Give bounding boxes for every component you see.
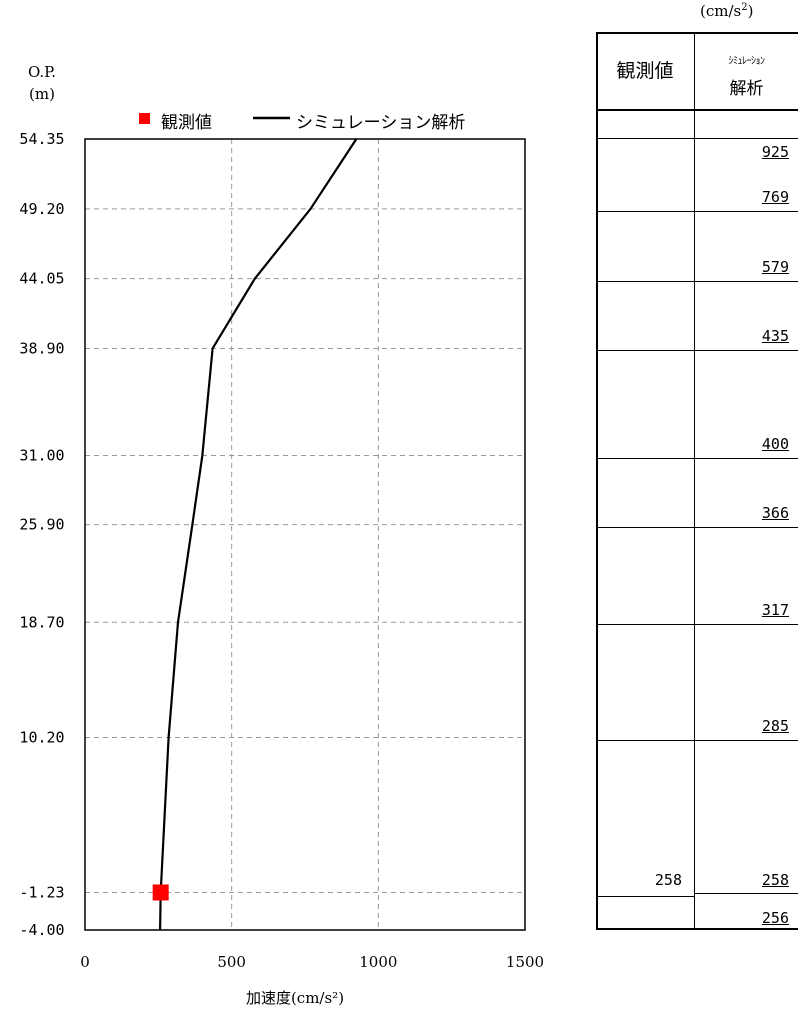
simulation-value-cell: 256	[695, 909, 789, 927]
row-separator	[596, 527, 798, 528]
row-separator	[596, 281, 798, 282]
row-separator	[596, 896, 694, 897]
simulation-series-line	[160, 139, 356, 930]
plot-area-frame	[85, 139, 525, 930]
acceleration-profile-chart: O.P. (m) 観測値 シミュレーション解析 54.35 49.20 44.05 3…	[0, 0, 570, 1011]
y-tick-label: 44.05	[19, 270, 64, 288]
header-simulation-line1: ｼﾐｭﾚｰｼｮﾝ	[695, 52, 798, 67]
simulation-value-cell: 366	[695, 504, 789, 522]
row-separator	[596, 350, 798, 351]
row-separator	[596, 211, 798, 212]
simulation-value-cell: 579	[695, 258, 789, 276]
x-tick-label: 0	[80, 953, 90, 971]
y-tick-labels: 54.35 49.20 44.05 38.90 31.00 25.90 18.70 10.20…	[19, 130, 64, 939]
table-unit: (cm/s2)	[700, 2, 753, 20]
x-tick-label: 500	[217, 953, 246, 971]
simulation-value-cell: 258	[695, 871, 789, 889]
legend: 観測値 シミュレーション解析	[139, 113, 465, 133]
x-tick-labels: 0 500 1000 1500	[80, 953, 544, 971]
legend-observed-marker	[139, 113, 150, 124]
value-table: 観測値 ｼﾐｭﾚｰｼｮﾝ 解析 925 769 579 435 400 366 317 285…	[596, 32, 798, 930]
legend-observed-label: 観測値	[161, 113, 212, 133]
y-tick-label: -1.23	[19, 883, 64, 901]
y-axis-label-line1: O.P.	[28, 63, 56, 81]
chart-grid	[85, 139, 525, 930]
observed-value-cell: 258	[596, 871, 682, 889]
simulation-value-cell: 400	[695, 435, 789, 453]
legend-simulation-label: シミュレーション解析	[296, 113, 465, 133]
header-separator	[596, 109, 798, 111]
y-tick-label: 25.90	[19, 516, 64, 534]
y-tick-label: 38.90	[19, 339, 64, 357]
simulation-value-cell: 435	[695, 327, 789, 345]
x-tick-label: 1000	[359, 953, 397, 971]
observed-point-marker	[153, 884, 169, 900]
series-layer	[153, 139, 357, 930]
row-separator	[695, 893, 798, 894]
header-observed: 観測値	[596, 56, 694, 83]
row-separator	[596, 624, 798, 625]
row-separator	[596, 740, 798, 741]
x-axis-label: 加速度(cm/s²)	[246, 989, 344, 1007]
y-tick-label: -4.00	[19, 921, 64, 939]
simulation-value-cell: 925	[695, 143, 789, 161]
x-tick-label: 1500	[506, 953, 544, 971]
simulation-value-cell: 769	[695, 188, 789, 206]
row-separator	[596, 138, 798, 139]
header-simulation-line2: 解析	[695, 74, 798, 99]
table-frame	[596, 32, 798, 930]
simulation-value-cell: 285	[695, 717, 789, 735]
column-separator	[694, 32, 695, 930]
y-axis-label-line2: (m)	[29, 85, 55, 103]
y-tick-label: 49.20	[19, 200, 64, 218]
y-tick-label: 31.00	[19, 447, 64, 465]
row-separator	[596, 458, 798, 459]
y-tick-label: 10.20	[19, 729, 64, 747]
y-tick-label: 18.70	[19, 613, 64, 631]
simulation-value-cell: 317	[695, 601, 789, 619]
y-tick-label: 54.35	[19, 130, 64, 148]
